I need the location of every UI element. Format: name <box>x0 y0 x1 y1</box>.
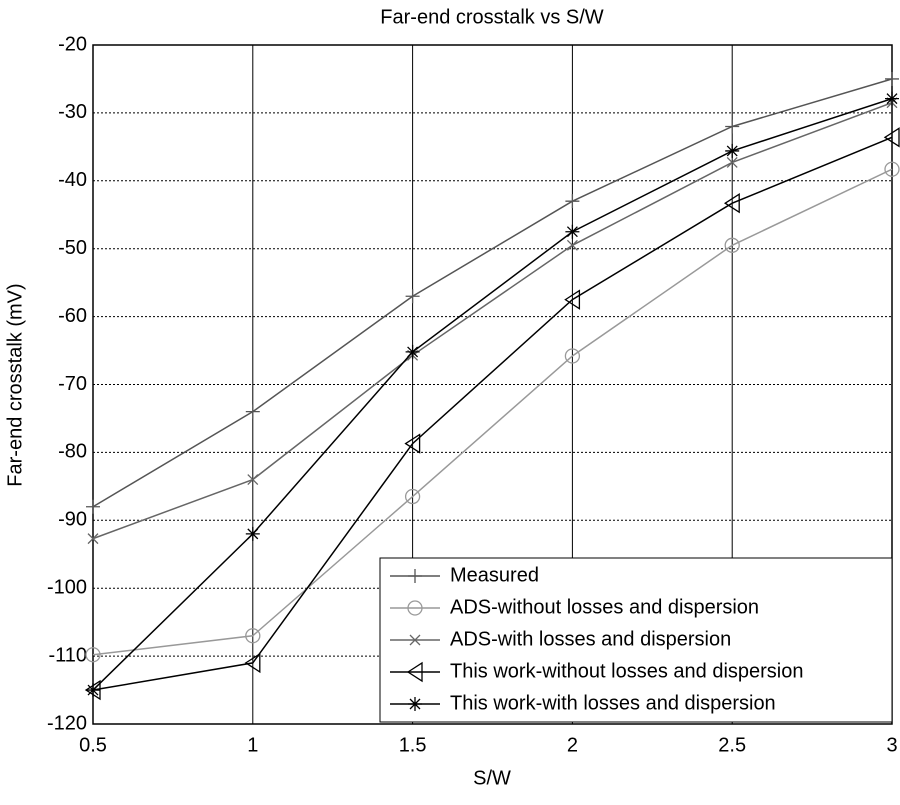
x-axis-label: S/W <box>473 767 511 789</box>
marker <box>405 289 420 304</box>
legend-label: ADS-without losses and dispersion <box>450 596 759 618</box>
x-tick-label: 0.5 <box>79 734 107 756</box>
marker <box>725 119 740 134</box>
series-line <box>92 136 893 691</box>
marker <box>86 499 100 514</box>
marker <box>405 344 420 359</box>
marker <box>885 91 899 106</box>
y-tick-label: -20 <box>58 33 87 55</box>
x-tick-label: 2 <box>567 734 578 756</box>
x-tick-label: 3 <box>886 734 897 756</box>
legend-label: ADS-with losses and dispersion <box>450 628 731 650</box>
marker <box>245 404 260 419</box>
legend-box <box>379 557 893 723</box>
chart-title: Far-end crosstalk vs S/W <box>380 6 604 28</box>
marker <box>247 474 259 486</box>
y-tick-label: -70 <box>58 373 87 395</box>
marker <box>726 157 738 168</box>
marker <box>245 628 261 644</box>
marker <box>883 127 900 148</box>
marker <box>406 661 423 683</box>
marker <box>723 193 740 214</box>
series-line <box>92 168 893 656</box>
marker <box>404 433 421 454</box>
marker <box>884 161 900 177</box>
marker <box>564 348 581 364</box>
y-axis-label: Far-end crosstalk (mV) <box>4 283 26 486</box>
y-tick-label: -60 <box>58 305 87 327</box>
x-tick-label: 1.5 <box>399 734 427 756</box>
x-tick-label: 2.5 <box>718 734 746 756</box>
plot-frame <box>92 44 893 725</box>
y-tick-label: -120 <box>47 712 87 734</box>
marker <box>724 237 740 253</box>
y-tick-label: -40 <box>58 169 87 191</box>
legend-label: This work-with losses and dispersion <box>450 692 776 714</box>
y-tick-label: -100 <box>47 576 87 598</box>
legend-label: This work-without losses and dispersion <box>450 660 804 682</box>
marker <box>725 143 740 158</box>
y-tick-label: -110 <box>48 644 87 666</box>
x-tick-label: 1 <box>247 734 258 756</box>
marker <box>885 71 899 86</box>
marker <box>85 647 101 663</box>
marker <box>565 224 580 239</box>
marker <box>564 289 581 310</box>
marker <box>404 488 421 505</box>
legend: Measured ADS-without losses and dispersio… <box>379 557 893 723</box>
marker <box>409 634 421 646</box>
marker <box>87 533 99 545</box>
marker <box>408 697 422 711</box>
y-tick-label: -90 <box>58 509 87 531</box>
marker <box>245 526 260 541</box>
series-line <box>92 97 893 691</box>
legend-label: Measured <box>450 564 539 586</box>
marker <box>408 569 422 583</box>
y-tick-label: -50 <box>58 237 87 259</box>
marker <box>407 600 423 616</box>
marker <box>244 652 261 674</box>
series-line <box>92 78 893 508</box>
y-tick-label: -30 <box>58 101 87 123</box>
series-line <box>92 102 893 540</box>
marker <box>86 683 100 698</box>
marker <box>566 239 578 251</box>
marker <box>565 194 580 209</box>
y-tick-label: -80 <box>58 441 87 463</box>
